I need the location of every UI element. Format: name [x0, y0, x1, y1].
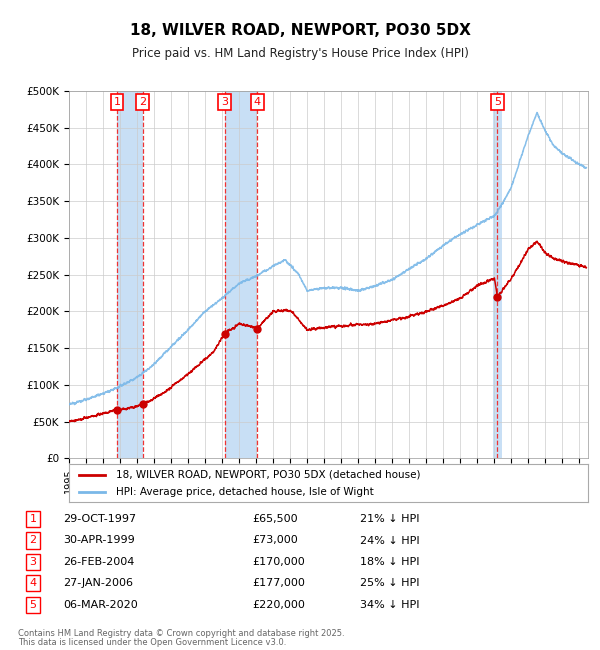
Text: HPI: Average price, detached house, Isle of Wight: HPI: Average price, detached house, Isle… [116, 488, 373, 497]
Bar [493, 91, 502, 458]
Text: £170,000: £170,000 [252, 557, 305, 567]
Text: This data is licensed under the Open Government Licence v3.0.: This data is licensed under the Open Gov… [18, 638, 286, 647]
Text: 5: 5 [29, 600, 37, 610]
Bar [117, 91, 143, 458]
Text: 34% ↓ HPI: 34% ↓ HPI [360, 600, 419, 610]
Text: 4: 4 [254, 97, 261, 107]
Text: Contains HM Land Registry data © Crown copyright and database right 2025.: Contains HM Land Registry data © Crown c… [18, 629, 344, 638]
Text: 2: 2 [29, 536, 37, 545]
Text: 25% ↓ HPI: 25% ↓ HPI [360, 578, 419, 588]
Text: 27-JAN-2006: 27-JAN-2006 [63, 578, 133, 588]
Text: 18, WILVER ROAD, NEWPORT, PO30 5DX: 18, WILVER ROAD, NEWPORT, PO30 5DX [130, 23, 470, 38]
Text: 29-OCT-1997: 29-OCT-1997 [63, 514, 136, 524]
Text: 4: 4 [29, 578, 37, 588]
Text: £65,500: £65,500 [252, 514, 298, 524]
Text: £177,000: £177,000 [252, 578, 305, 588]
Bar [225, 91, 257, 458]
Text: 1: 1 [113, 97, 121, 107]
Text: £220,000: £220,000 [252, 600, 305, 610]
Text: 3: 3 [29, 557, 37, 567]
Text: Price paid vs. HM Land Registry's House Price Index (HPI): Price paid vs. HM Land Registry's House … [131, 47, 469, 60]
Text: 18, WILVER ROAD, NEWPORT, PO30 5DX (detached house): 18, WILVER ROAD, NEWPORT, PO30 5DX (deta… [116, 470, 420, 480]
Text: 21% ↓ HPI: 21% ↓ HPI [360, 514, 419, 524]
Text: 2: 2 [139, 97, 146, 107]
Text: 1: 1 [29, 514, 37, 524]
Text: £73,000: £73,000 [252, 536, 298, 545]
Text: 18% ↓ HPI: 18% ↓ HPI [360, 557, 419, 567]
Text: 30-APR-1999: 30-APR-1999 [63, 536, 135, 545]
Text: 3: 3 [221, 97, 228, 107]
Text: 26-FEB-2004: 26-FEB-2004 [63, 557, 134, 567]
Text: 5: 5 [494, 97, 501, 107]
Text: 24% ↓ HPI: 24% ↓ HPI [360, 536, 419, 545]
Text: 06-MAR-2020: 06-MAR-2020 [63, 600, 138, 610]
